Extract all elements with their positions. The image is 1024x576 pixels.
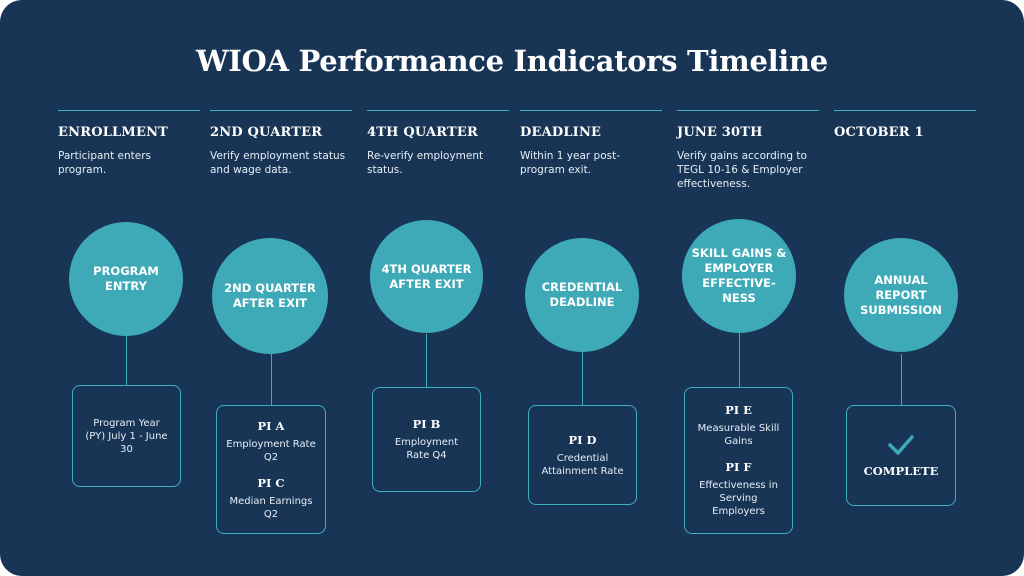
- indicator-group: PI F Effectiveness in Serving Employers: [695, 460, 782, 518]
- indicator-label: PI A: [257, 418, 285, 433]
- indicator-description: Measurable Skill Gains: [697, 423, 780, 447]
- indicator-box-program-year: Program Year (PY) July 1 - June 30: [72, 385, 181, 487]
- indicator-group: PI D Credential Attainment Rate: [537, 433, 628, 478]
- milestone-program-entry: PROGRAM ENTRY: [69, 222, 183, 336]
- indicator-box-pi-b: PI B Employment Rate Q4: [372, 387, 481, 492]
- column-description: Verify gains according to TEGL 10-16 & E…: [677, 150, 807, 190]
- column-divider: [367, 110, 509, 111]
- indicator-group: PI A Employment Rate Q2: [225, 419, 317, 464]
- column-heading: ENROLLMENT: [58, 125, 169, 140]
- column-2nd-quarter: 2ND QUARTER Verify employment status and…: [210, 110, 352, 177]
- indicator-group: PI E Measurable Skill Gains: [695, 403, 782, 448]
- column-divider: [210, 110, 352, 111]
- column-description: Within 1 year post-program exit.: [520, 150, 620, 176]
- column-description: Re-verify employment status.: [367, 150, 484, 176]
- connector-line: [426, 334, 427, 388]
- connector-line: [271, 353, 272, 405]
- column-description: Verify employment status and wage data.: [210, 150, 346, 176]
- indicator-box-pi-d: PI D Credential Attainment Rate: [528, 405, 637, 505]
- page-title: WIOA Performance Indicators Timeline: [196, 44, 828, 78]
- indicator-label: PI D: [568, 432, 597, 447]
- indicator-group: PI C Median Earnings Q2: [225, 476, 317, 521]
- column-divider: [58, 110, 200, 111]
- indicator-label: PI E: [725, 403, 752, 417]
- indicator-group: PI B Employment Rate Q4: [383, 417, 470, 462]
- column-4th-quarter: 4TH QUARTER Re-verify employment status.: [367, 110, 509, 177]
- indicator-description: Employment Rate Q2: [226, 438, 316, 463]
- indicator-box-pi-a-c: PI A Employment Rate Q2 PI C Median Earn…: [216, 405, 326, 534]
- connector-line: [126, 334, 127, 386]
- indicator-label: PI F: [725, 460, 752, 474]
- checkmark-icon: [888, 434, 914, 455]
- column-description: Participant enters program.: [58, 150, 152, 176]
- milestone-2nd-quarter-after-exit: 2ND QUARTER AFTER EXIT: [212, 238, 328, 354]
- column-deadline: DEADLINE Within 1 year post-program exit…: [520, 110, 662, 177]
- indicator-description: Median Earnings Q2: [229, 495, 313, 520]
- column-heading: OCTOBER 1: [834, 125, 924, 140]
- box-text: Program Year (PY) July 1 - June 30: [85, 417, 168, 455]
- indicator-box-pi-e-f: PI E Measurable Skill Gains PI F Effecti…: [684, 387, 793, 534]
- column-heading: DEADLINE: [520, 125, 602, 140]
- column-divider: [834, 110, 976, 111]
- connector-line: [901, 354, 902, 405]
- column-heading: 4TH QUARTER: [367, 125, 479, 140]
- milestone-skill-gains: SKILL GAINS & EMPLOYER EFFECTIVE-NESS: [682, 219, 796, 333]
- column-divider: [520, 110, 662, 111]
- column-heading: 2ND QUARTER: [210, 125, 323, 140]
- milestone-annual-report: ANNUAL REPORT SUBMISSION: [844, 238, 958, 352]
- indicator-description: Credential Attainment Rate: [541, 452, 624, 477]
- connector-line: [582, 352, 583, 405]
- column-june-30th: JUNE 30TH Verify gains according to TEGL…: [677, 110, 819, 191]
- indicator-box-complete: COMPLETE: [846, 405, 956, 506]
- milestone-credential-deadline: CREDENTIAL DEADLINE: [525, 238, 639, 352]
- column-enrollment: ENROLLMENT Participant enters program.: [58, 110, 200, 177]
- connector-line: [739, 333, 740, 388]
- indicator-description: Employment Rate Q4: [394, 437, 459, 461]
- column-october-1: OCTOBER 1: [834, 110, 976, 140]
- complete-label: COMPLETE: [863, 463, 939, 478]
- column-divider: [677, 110, 819, 111]
- milestone-4th-quarter-after-exit: 4TH QUARTER AFTER EXIT: [370, 220, 483, 333]
- indicator-description: Effectiveness in Serving Employers: [699, 480, 778, 517]
- column-heading: JUNE 30TH: [677, 125, 763, 140]
- indicator-label: PI B: [412, 417, 441, 431]
- indicator-label: PI C: [257, 475, 285, 490]
